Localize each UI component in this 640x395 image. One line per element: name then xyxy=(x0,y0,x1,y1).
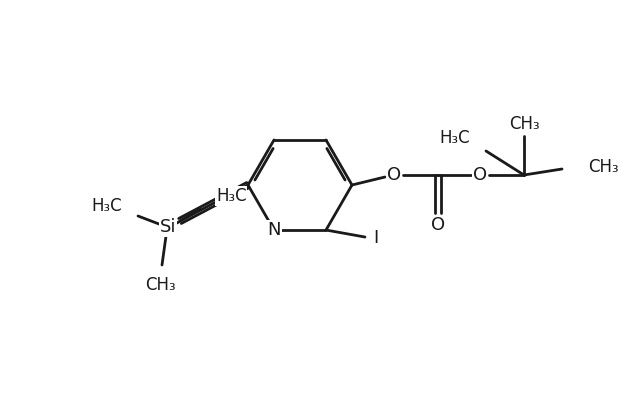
Text: H₃C: H₃C xyxy=(216,187,246,205)
Text: O: O xyxy=(387,166,401,184)
Text: CH₃: CH₃ xyxy=(588,158,619,176)
Text: I: I xyxy=(373,229,379,247)
Text: O: O xyxy=(431,216,445,234)
Text: H₃C: H₃C xyxy=(92,197,122,215)
Text: H₃C: H₃C xyxy=(440,129,470,147)
Text: N: N xyxy=(268,221,281,239)
Text: Si: Si xyxy=(160,218,176,236)
Text: CH₃: CH₃ xyxy=(509,115,540,133)
Text: CH₃: CH₃ xyxy=(145,276,175,294)
Text: O: O xyxy=(473,166,487,184)
